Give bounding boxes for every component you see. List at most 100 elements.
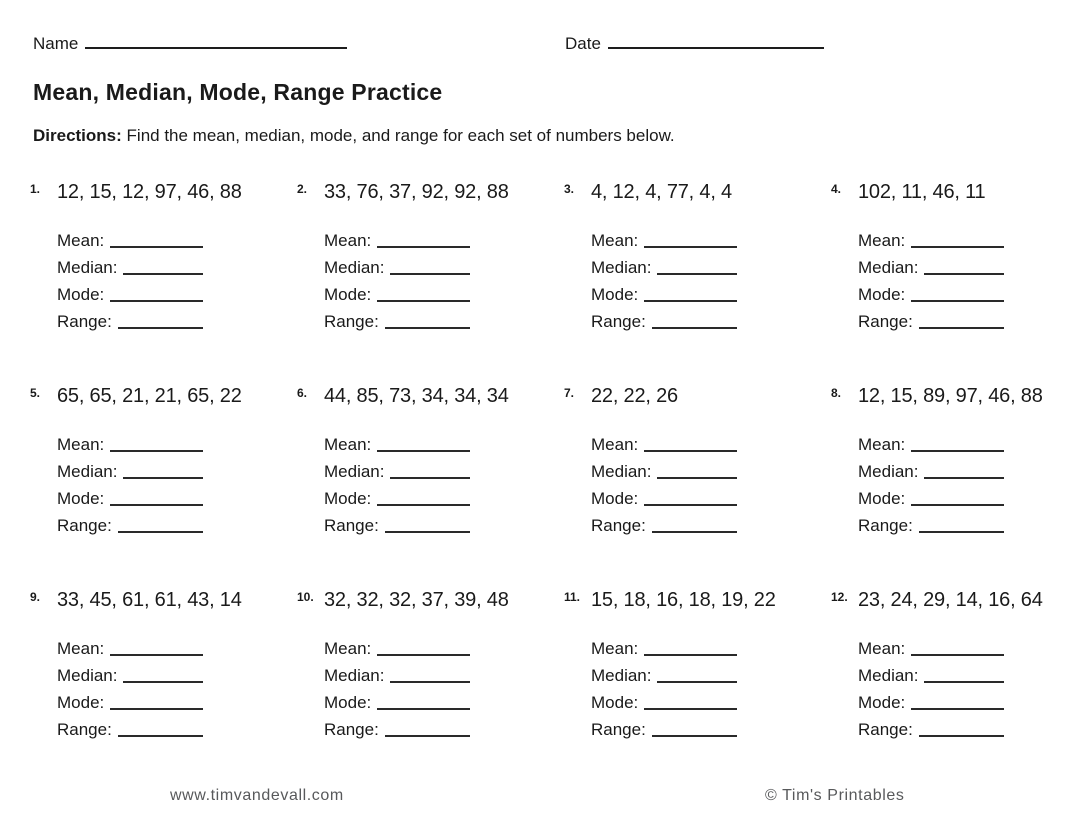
range-row: Range: — [57, 509, 203, 536]
footer-website: www.timvandevall.com — [170, 787, 344, 804]
problem-number-set: 33, 45, 61, 61, 43, 14 — [57, 589, 242, 611]
median-label: Median: — [858, 666, 919, 685]
range-row: Range: — [858, 713, 1004, 740]
median-row: Median: — [858, 659, 1004, 686]
median-row: Median: — [591, 659, 737, 686]
mean-label: Mean: — [57, 231, 105, 250]
mean-row: Mean: — [858, 632, 1004, 659]
answer-lines: Mean: Median: Mode: Range: — [57, 224, 203, 332]
range-label: Range: — [57, 720, 112, 739]
range-label: Range: — [591, 516, 646, 535]
problem-block: 3. 4, 12, 4, 77, 4, 4 Mean: Median: Mode… — [564, 180, 831, 332]
mode-row: Mode: — [591, 482, 737, 509]
footer-copyright: © Tim's Printables — [765, 787, 905, 804]
mean-label: Mean: — [858, 639, 906, 658]
problem-number-set: 44, 85, 73, 34, 34, 34 — [324, 385, 509, 407]
mode-blank-line — [644, 700, 737, 710]
problem-number-set: 12, 15, 89, 97, 46, 88 — [858, 385, 1043, 407]
problem-head: 5. 65, 65, 21, 21, 65, 22 — [30, 384, 297, 408]
directions-label: Directions: — [33, 126, 122, 145]
mode-blank-line — [911, 700, 1004, 710]
problem-number: 9. — [30, 590, 41, 604]
name-label: Name — [33, 34, 79, 53]
median-blank-line — [390, 469, 470, 479]
answer-lines: Mean: Median: Mode: Range: — [591, 428, 737, 536]
problem-number: 11. — [564, 590, 581, 604]
problem-number: 12. — [831, 590, 848, 604]
range-blank-line — [651, 319, 737, 329]
date-label: Date — [565, 34, 601, 53]
range-label: Range: — [324, 720, 379, 739]
range-label: Range: — [591, 312, 646, 331]
range-blank-line — [384, 523, 470, 533]
problem-block: 4. 102, 11, 46, 11 Mean: Median: Mode: R… — [831, 180, 1080, 332]
problem-block: 6. 44, 85, 73, 34, 34, 34 Mean: Median: … — [297, 384, 564, 536]
answer-lines: Mean: Median: Mode: Range: — [324, 428, 470, 536]
mean-label: Mean: — [57, 639, 105, 658]
problem-number: 2. — [297, 182, 308, 196]
mode-row: Mode: — [57, 482, 203, 509]
median-blank-line — [123, 265, 203, 275]
directions: Directions: Find the mean, median, mode,… — [33, 126, 675, 146]
date-blank-line — [607, 34, 824, 49]
mode-label: Mode: — [591, 285, 639, 304]
range-blank-line — [117, 727, 203, 737]
mean-row: Mean: — [858, 428, 1004, 455]
mean-row: Mean: — [324, 224, 470, 251]
median-blank-line — [123, 469, 203, 479]
problem-number: 3. — [564, 182, 575, 196]
mean-row: Mean: — [591, 428, 737, 455]
answer-lines: Mean: Median: Mode: Range: — [324, 224, 470, 332]
problem-number: 5. — [30, 386, 41, 400]
mode-row: Mode: — [324, 278, 470, 305]
mean-row: Mean: — [858, 224, 1004, 251]
mode-label: Mode: — [591, 489, 639, 508]
problem-block: 9. 33, 45, 61, 61, 43, 14 Mean: Median: … — [30, 588, 297, 740]
problem-head: 2. 33, 76, 37, 92, 92, 88 — [297, 180, 564, 204]
problem-head: 6. 44, 85, 73, 34, 34, 34 — [297, 384, 564, 408]
mode-blank-line — [110, 700, 203, 710]
problem-number: 7. — [564, 386, 575, 400]
answer-lines: Mean: Median: Mode: Range: — [858, 428, 1004, 536]
problem-number-set: 65, 65, 21, 21, 65, 22 — [57, 385, 242, 407]
range-row: Range: — [591, 305, 737, 332]
mean-blank-line — [110, 442, 203, 452]
mean-blank-line — [377, 442, 470, 452]
range-row: Range: — [591, 713, 737, 740]
range-label: Range: — [57, 516, 112, 535]
range-label: Range: — [591, 720, 646, 739]
median-row: Median: — [591, 251, 737, 278]
mean-label: Mean: — [57, 435, 105, 454]
range-row: Range: — [324, 509, 470, 536]
mean-row: Mean: — [57, 224, 203, 251]
mode-label: Mode: — [57, 285, 105, 304]
median-label: Median: — [57, 258, 118, 277]
mean-blank-line — [911, 646, 1004, 656]
name-blank-line — [85, 34, 348, 49]
mean-label: Mean: — [324, 231, 372, 250]
median-label: Median: — [591, 666, 652, 685]
mode-label: Mode: — [324, 489, 372, 508]
problem-head: 1. 12, 15, 12, 97, 46, 88 — [30, 180, 297, 204]
mode-row: Mode: — [324, 482, 470, 509]
mean-row: Mean: — [324, 428, 470, 455]
median-blank-line — [657, 469, 737, 479]
problem-number: 8. — [831, 386, 842, 400]
problem-head: 3. 4, 12, 4, 77, 4, 4 — [564, 180, 831, 204]
range-blank-line — [918, 727, 1004, 737]
problem-head: 10. 32, 32, 32, 37, 39, 48 — [297, 588, 564, 612]
median-row: Median: — [57, 659, 203, 686]
median-label: Median: — [591, 258, 652, 277]
mode-blank-line — [377, 700, 470, 710]
mean-blank-line — [911, 442, 1004, 452]
range-row: Range: — [591, 509, 737, 536]
problems-grid: 1. 12, 15, 12, 97, 46, 88 Mean: Median: … — [30, 180, 1080, 740]
problem-block: 10. 32, 32, 32, 37, 39, 48 Mean: Median:… — [297, 588, 564, 740]
problem-number-set: 23, 24, 29, 14, 16, 64 — [858, 589, 1043, 611]
problem-block: 8. 12, 15, 89, 97, 46, 88 Mean: Median: … — [831, 384, 1080, 536]
range-row: Range: — [57, 305, 203, 332]
mode-blank-line — [377, 496, 470, 506]
median-row: Median: — [858, 251, 1004, 278]
problem-block: 7. 22, 22, 26 Mean: Median: Mode: Range: — [564, 384, 831, 536]
mean-row: Mean: — [591, 224, 737, 251]
